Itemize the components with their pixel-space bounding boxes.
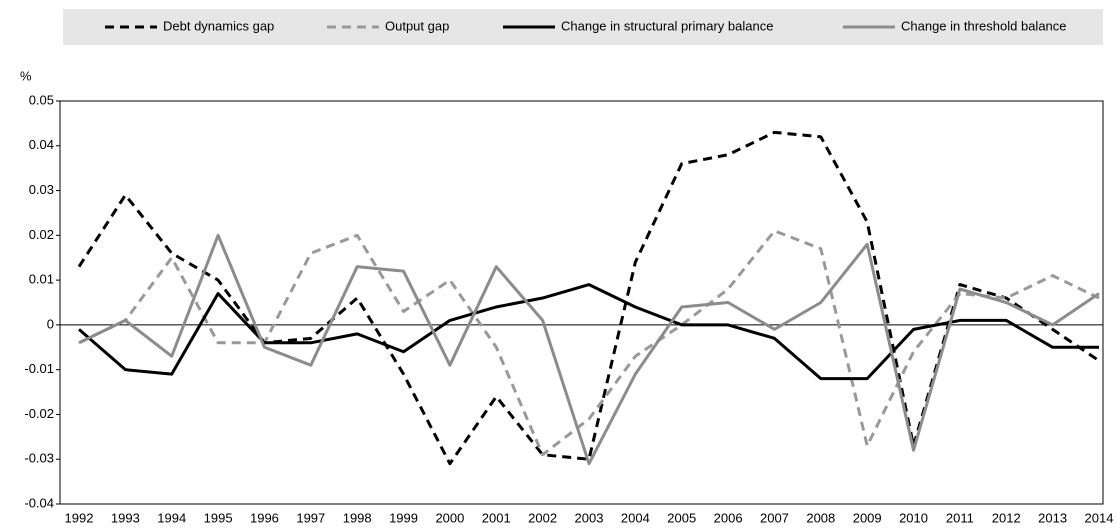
x-tick-label: 1994: [157, 510, 186, 525]
x-tick-label: 2007: [760, 510, 789, 525]
y-tick-label: -0.03: [24, 451, 54, 466]
x-tick-label: 1996: [250, 510, 279, 525]
x-tick-label: 2000: [435, 510, 464, 525]
y-tick-label: -0.04: [24, 495, 54, 510]
series-line: [78, 233, 1100, 466]
x-tick-label: 2003: [575, 510, 604, 525]
x-tick-label: 1999: [389, 510, 418, 525]
x-tick-label: 2011: [946, 510, 974, 525]
y-tick-label: 0.02: [29, 227, 54, 242]
x-tick-label: 1998: [343, 510, 372, 525]
x-tick-label: 2001: [482, 510, 511, 525]
y-tick-label: -0.02: [24, 406, 54, 421]
series-line: [78, 283, 1099, 381]
x-tick-label: 2002: [528, 510, 557, 525]
x-tick-label: 2010: [899, 510, 928, 525]
legend-label: Change in structural primary balance: [561, 18, 773, 33]
x-tick-label: 1992: [65, 510, 94, 525]
x-tick-label: 2013: [1038, 510, 1067, 525]
plot-frame: [59, 100, 1104, 505]
y-tick-label: 0.01: [29, 272, 54, 287]
x-tick-label: 2014: [1085, 510, 1114, 525]
series-line: [77, 130, 1100, 466]
x-tick-label: 1993: [111, 510, 140, 525]
y-axis-label: %: [20, 68, 32, 83]
series-line: [78, 229, 1100, 457]
x-tick-label: 2004: [621, 510, 650, 525]
y-tick-label: 0.03: [29, 182, 54, 197]
y-tick-label: 0: [47, 316, 54, 331]
x-tick-label: 2012: [992, 510, 1021, 525]
x-tick-label: 2009: [853, 510, 882, 525]
legend-label: Change in threshold balance: [901, 18, 1067, 33]
legend-label: Debt dynamics gap: [163, 18, 274, 33]
x-tick-label: 1995: [204, 510, 233, 525]
x-tick-label: 2008: [806, 510, 835, 525]
y-tick-label: 0.04: [29, 137, 54, 152]
legend-label: Output gap: [385, 18, 449, 33]
legend-box: [63, 9, 1103, 45]
y-tick-label: 0.05: [29, 92, 54, 107]
y-tick-label: -0.01: [24, 361, 54, 376]
x-tick-label: 2005: [667, 510, 696, 525]
x-tick-label: 1997: [296, 510, 325, 525]
x-tick-label: 2006: [714, 510, 743, 525]
